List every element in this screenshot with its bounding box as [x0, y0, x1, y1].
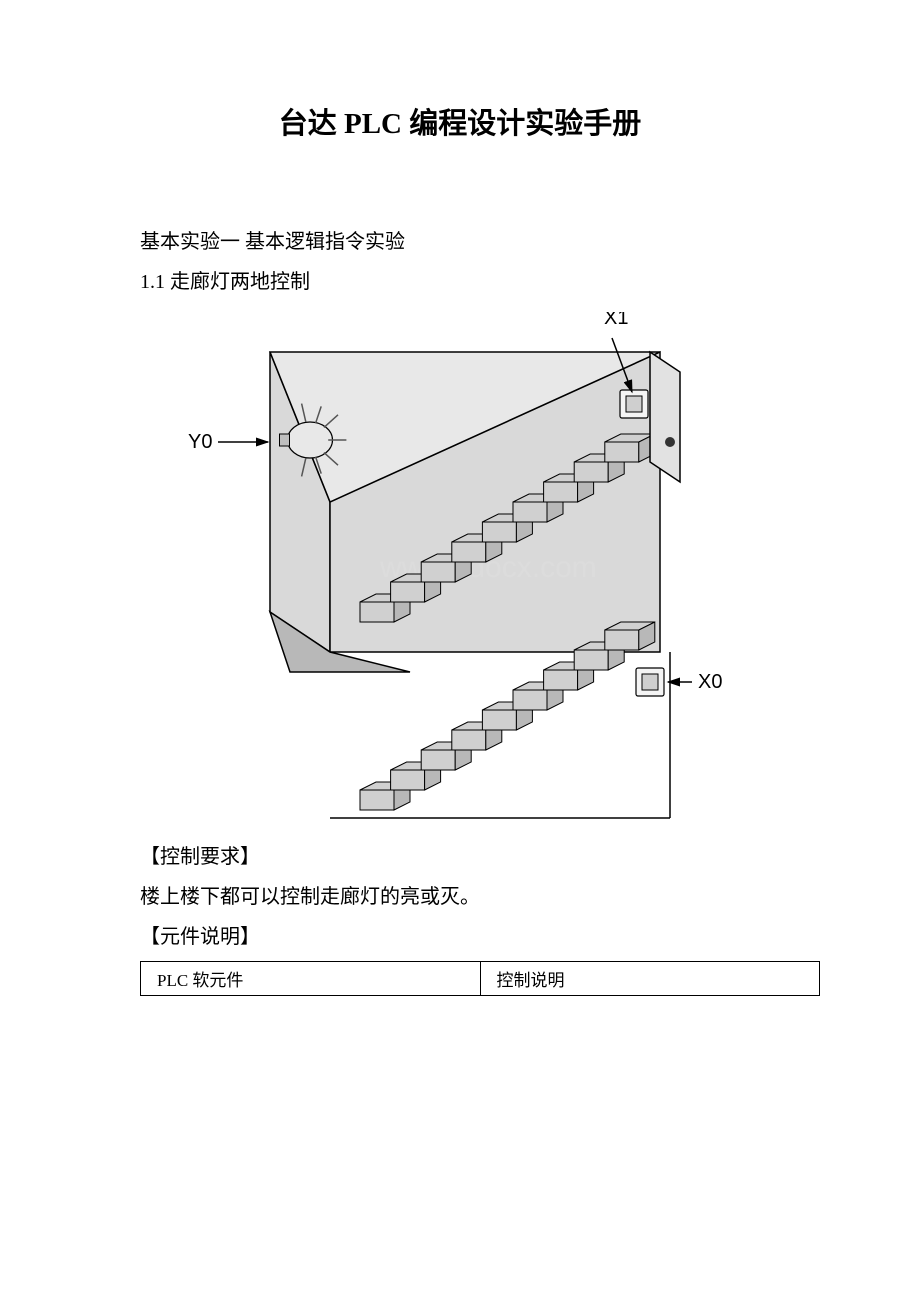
heading-experiment: 基本实验一 基本逻辑指令实验 [100, 222, 820, 262]
svg-text:Y0: Y0 [188, 431, 212, 453]
text-control-req: 楼上楼下都可以控制走廊灯的亮或灭。 [100, 877, 820, 917]
page-title: 台达 PLC 编程设计实验手册 [100, 100, 820, 142]
heading-component: 【元件说明】 [100, 917, 820, 957]
table-header-2: 控制说明 [480, 962, 820, 996]
stairway-diagram: www.bdocx.comY0X1X0 [100, 312, 820, 827]
heading-section: 1.1 走廊灯两地控制 [100, 262, 820, 302]
component-table: PLC 软元件 控制说明 [140, 961, 820, 996]
table-row: PLC 软元件 控制说明 [141, 962, 820, 996]
heading-control-req: 【控制要求】 [100, 837, 820, 877]
svg-text:X1: X1 [604, 312, 628, 329]
table-header-1: PLC 软元件 [141, 962, 481, 996]
svg-text:X0: X0 [698, 671, 722, 693]
